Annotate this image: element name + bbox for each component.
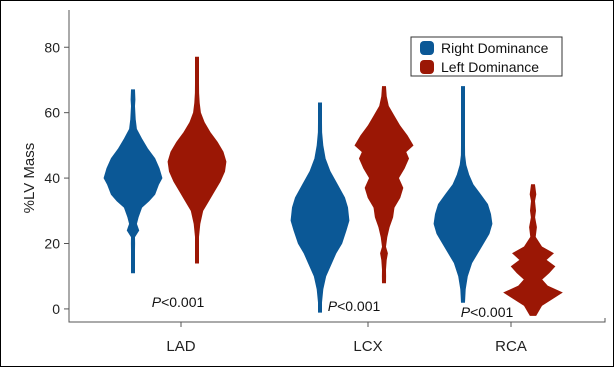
legend: Right Dominance Left Dominance bbox=[410, 36, 563, 77]
y-axis-label: %LV Mass bbox=[21, 143, 38, 214]
violin-left-dominance-lad bbox=[167, 56, 227, 264]
y-tick-label: 60 bbox=[44, 105, 60, 121]
y-tick-label: 0 bbox=[52, 301, 60, 317]
violins bbox=[103, 56, 563, 316]
x-tick-label: LCX bbox=[353, 338, 382, 355]
y-tick-label: 20 bbox=[44, 236, 60, 252]
legend-label: Right Dominance bbox=[441, 40, 549, 56]
p-value-label: P<0.001 bbox=[328, 298, 381, 314]
axes: 0 20 40 60 80 %LV Mass LAD LCX RCA bbox=[21, 10, 606, 355]
p-value-annotations: P<0.001 P<0.001 P<0.001 bbox=[152, 294, 514, 320]
axis-lines bbox=[68, 10, 606, 323]
violin-right-dominance-lcx bbox=[290, 102, 350, 313]
x-tick-label: LAD bbox=[166, 338, 195, 355]
x-tick-label: RCA bbox=[495, 338, 527, 355]
p-value-label: P<0.001 bbox=[152, 294, 205, 310]
y-tick-label: 80 bbox=[44, 39, 60, 55]
violin-right-dominance-rca bbox=[433, 86, 493, 303]
violin-right-dominance-lad bbox=[103, 89, 163, 274]
p-value-label: P<0.001 bbox=[461, 304, 514, 320]
legend-box bbox=[410, 36, 563, 77]
violin-left-dominance-lcx bbox=[354, 86, 414, 284]
legend-label: Left Dominance bbox=[441, 59, 539, 75]
y-tick-label: 40 bbox=[44, 170, 60, 186]
legend-swatch bbox=[420, 60, 434, 74]
violin-left-dominance-rca bbox=[503, 184, 563, 316]
legend-swatch bbox=[420, 41, 434, 55]
